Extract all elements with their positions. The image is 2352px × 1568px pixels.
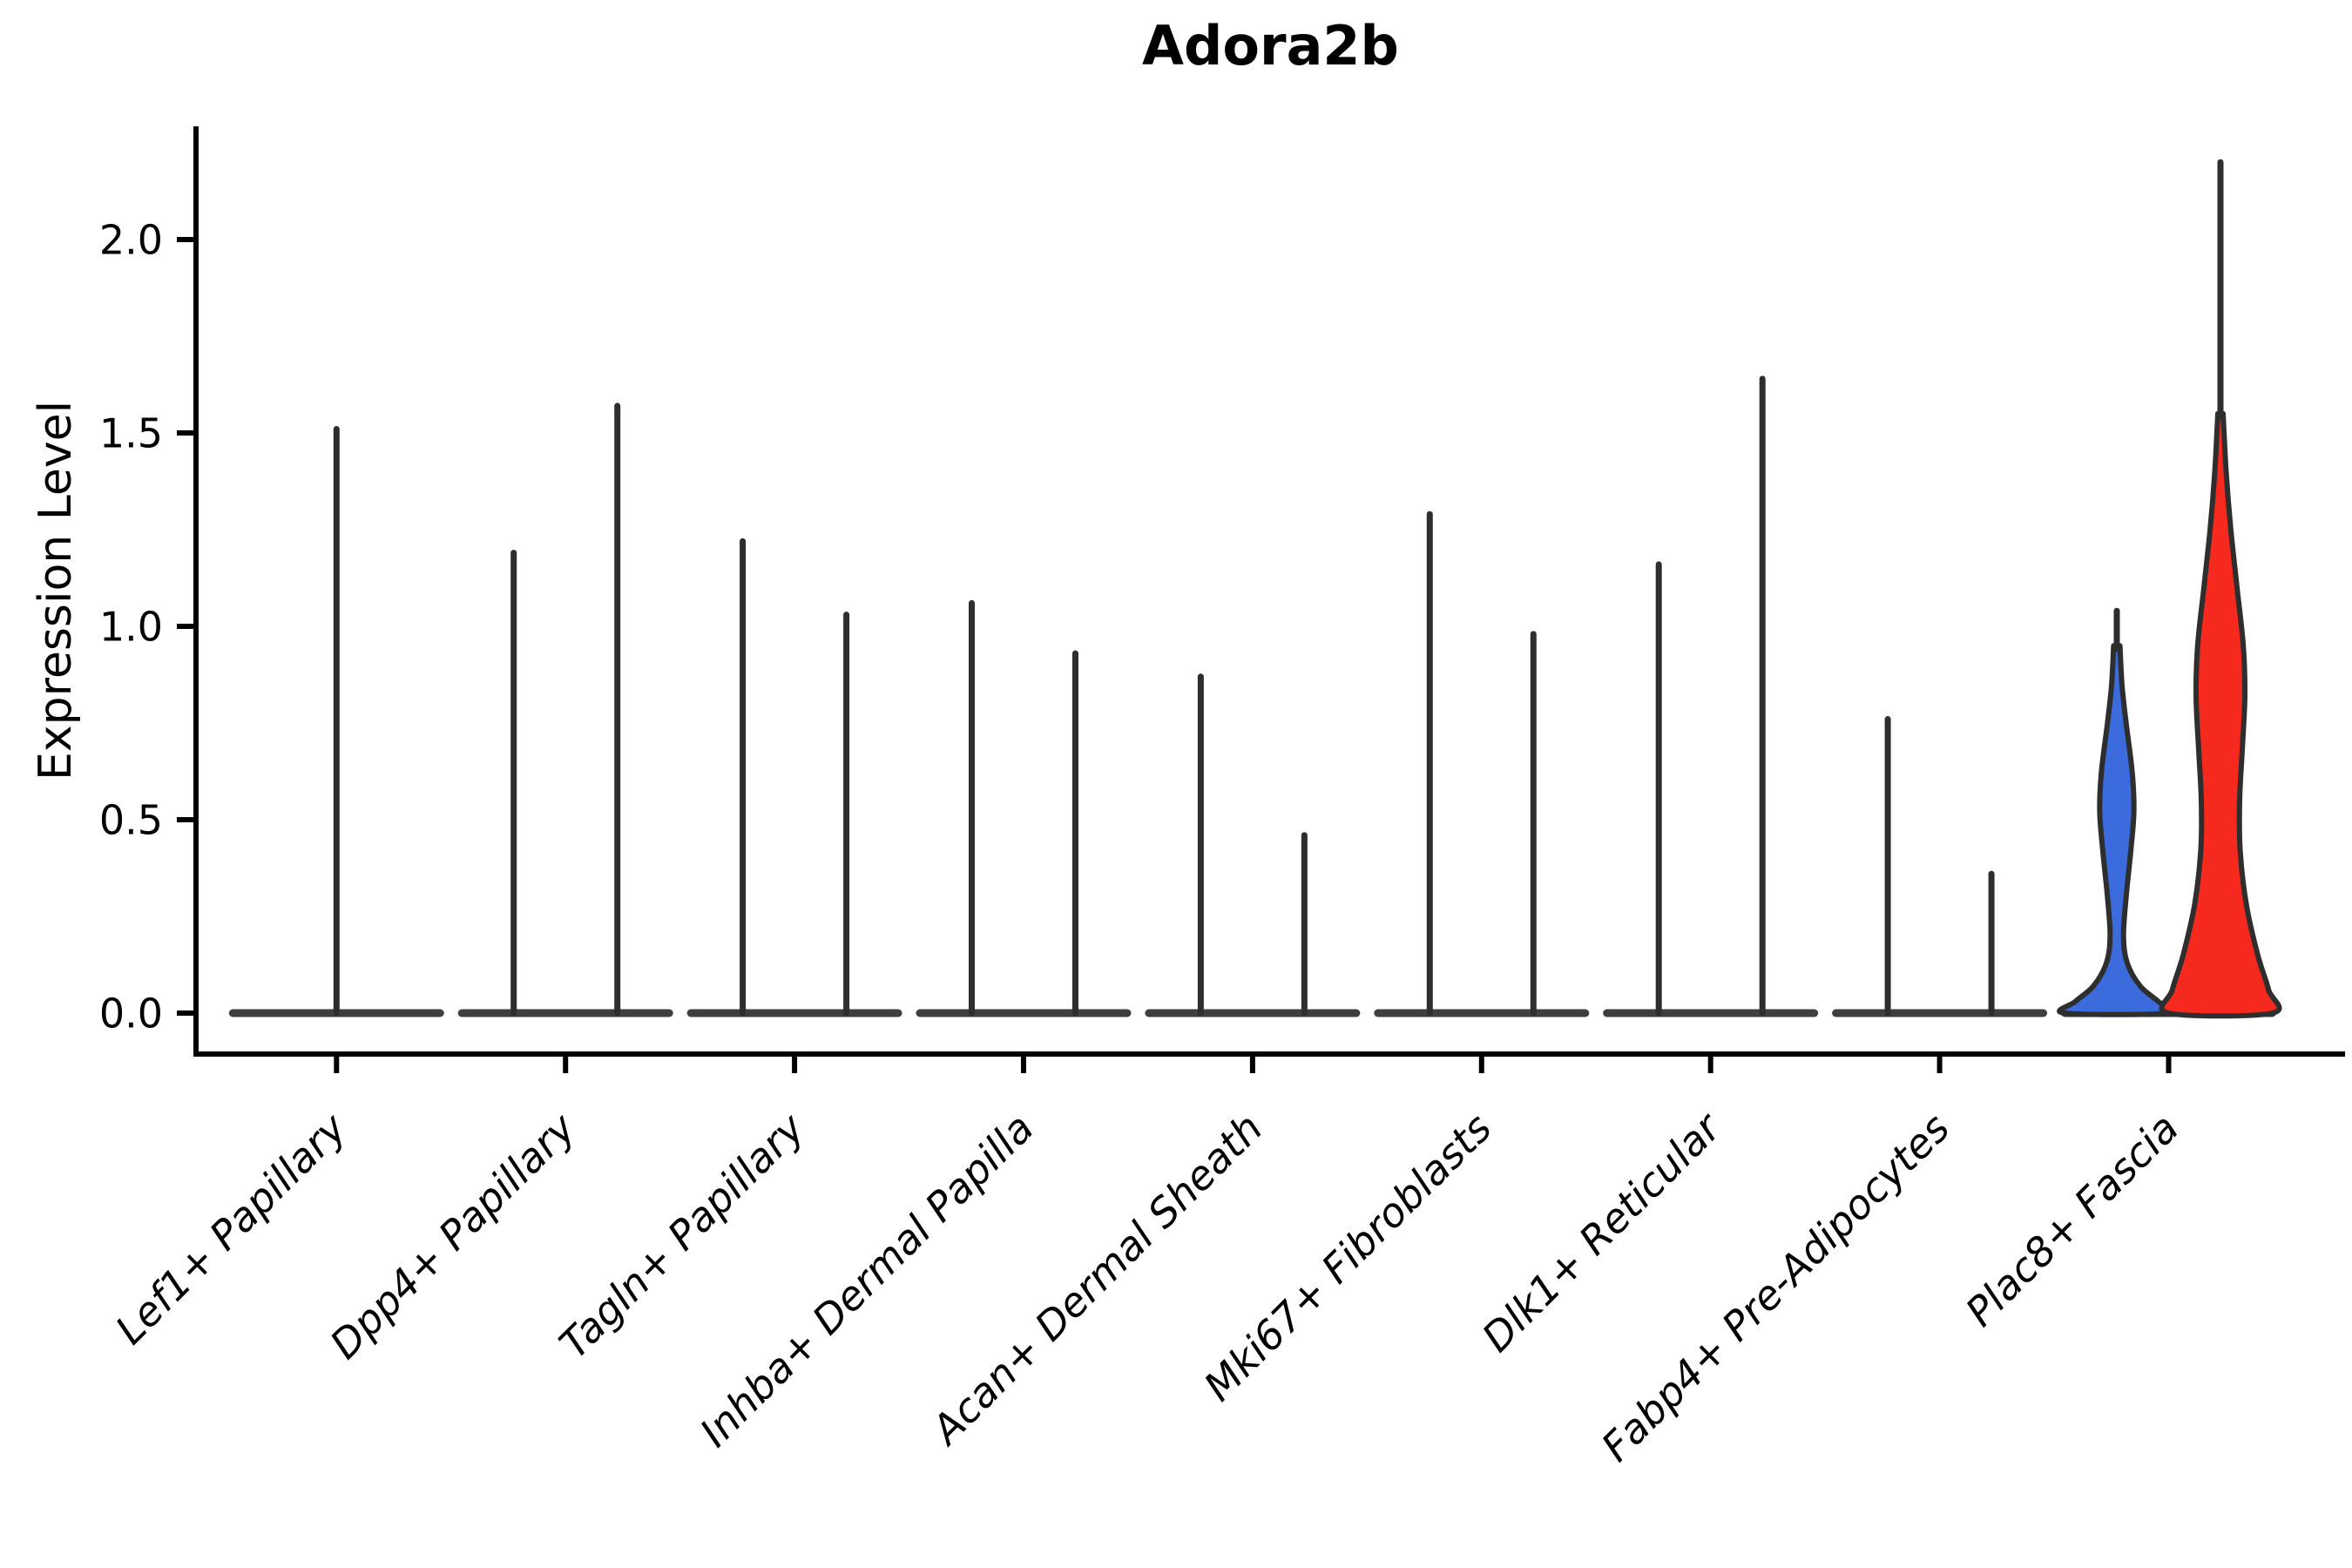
y-tick-label: 2.0 (99, 217, 163, 264)
chart-title: Adora2b (1142, 14, 1399, 78)
y-tick-label: 1.0 (99, 604, 163, 651)
violin-body (2057, 643, 2177, 1017)
y-tick-label: 0.0 (99, 990, 163, 1037)
x-tick-label: Lef1+ Papillary (106, 1104, 355, 1353)
x-tick-label: Dlk1+ Reticular (1473, 1102, 1732, 1361)
y-tick-label: 0.5 (99, 797, 163, 844)
violin-body (2159, 410, 2282, 1019)
x-tick-label: Plac8+ Fascia (1957, 1105, 2187, 1335)
x-tick-label: Tagln+ Papillary (551, 1104, 814, 1368)
y-tick-label: 1.5 (99, 410, 163, 457)
x-tick-label: Dpp4+ Papillary (321, 1104, 585, 1368)
